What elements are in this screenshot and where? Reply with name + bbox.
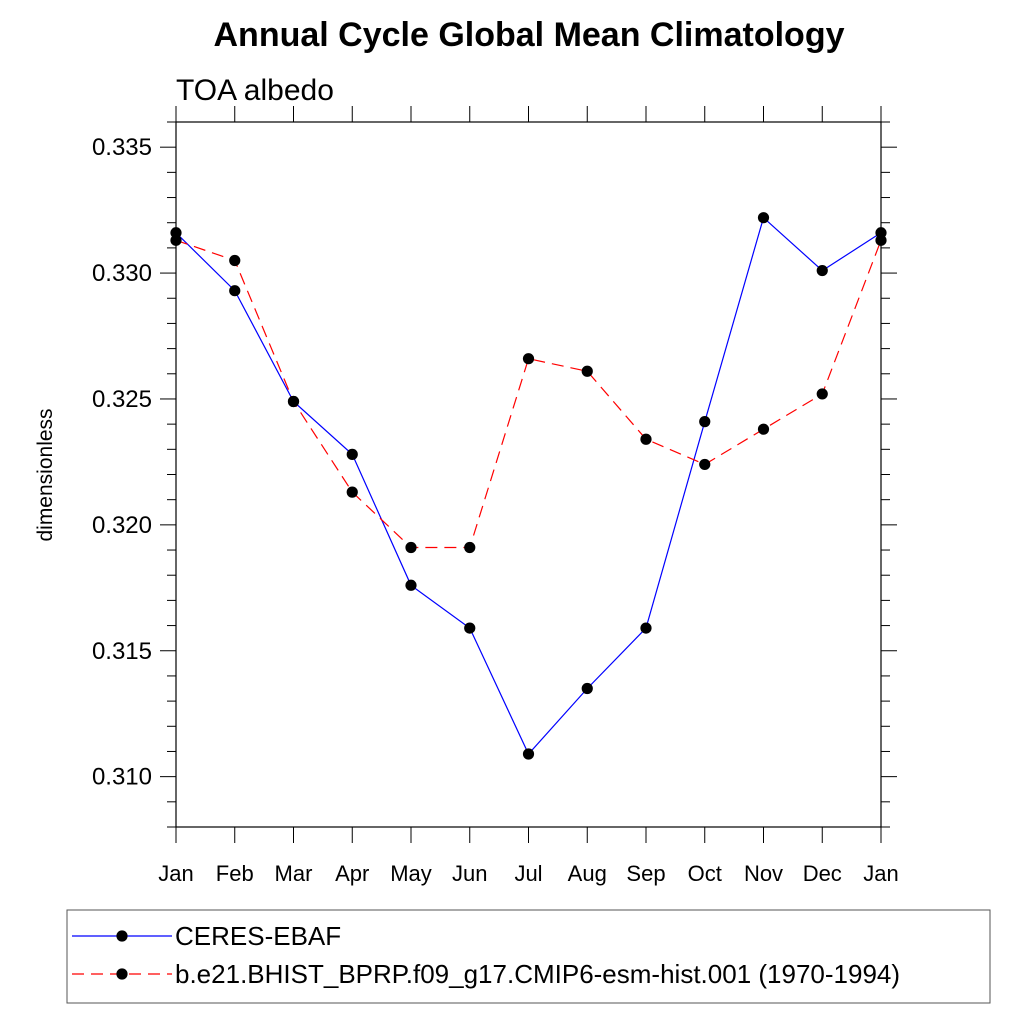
legend-marker-2 — [116, 968, 128, 980]
x-axis-ticks: Jan Feb Mar Apr May Jun Jul Aug Sep Oct Nov Dec Jan — [158, 106, 899, 886]
series-2-point — [229, 254, 241, 267]
x-tick-label: Feb — [216, 861, 254, 886]
y-tick-label: 0.320 — [92, 512, 152, 539]
y-tick-label: 0.335 — [92, 134, 152, 161]
series-1-point — [464, 622, 476, 634]
series-2-point — [581, 365, 593, 377]
x-tick-label: Jan — [863, 861, 898, 886]
y-axis-label: dimensionless — [34, 408, 57, 541]
x-tick-label: Jan — [158, 861, 193, 886]
series-layer — [170, 212, 887, 760]
legend-label-2: b.e21.BHIST_BPRP.f09_g17.CMIP6-esm-hist.… — [175, 959, 900, 989]
series-1-point — [699, 416, 711, 428]
x-tick-label: Jun — [452, 861, 487, 886]
series-line-2 — [175, 239, 882, 549]
series-2-point — [405, 541, 417, 554]
y-tick-label: 0.310 — [92, 764, 152, 791]
x-tick-label: Jul — [514, 861, 542, 886]
series-2-point — [640, 433, 652, 445]
series-2-point — [346, 486, 358, 498]
x-tick-label: Nov — [744, 861, 783, 886]
x-tick-label: Oct — [688, 861, 722, 886]
series-2-point — [464, 541, 476, 554]
series-2-point — [170, 234, 182, 246]
series-1-point — [640, 622, 652, 634]
series-1-point — [522, 748, 535, 760]
legend-marker-1 — [116, 930, 128, 942]
series-2-point — [699, 458, 711, 471]
series-1-point — [405, 579, 417, 591]
x-tick-label: Dec — [803, 861, 842, 886]
series-1-point — [581, 682, 593, 695]
y-tick-label: 0.325 — [92, 386, 152, 413]
y-tick-label: 0.315 — [92, 638, 152, 665]
chart-title: Annual Cycle Global Mean Climatology — [214, 16, 845, 54]
y-tick-label: 0.330 — [92, 260, 152, 287]
series-2-point — [522, 353, 535, 365]
legend: CERES-EBAF b.e21.BHIST_BPRP.f09_g17.CMIP6… — [72, 921, 900, 989]
y-axis-ticks: 0.310 0.315 0.320 0.325 0.330 0.335 — [92, 121, 897, 828]
series-1-point — [229, 285, 241, 297]
x-tick-label: May — [390, 861, 432, 886]
chart-subtitle: TOA albedo — [176, 74, 334, 107]
series-2-point — [287, 395, 300, 408]
x-tick-label: Apr — [335, 861, 369, 886]
series-line-1 — [175, 216, 882, 756]
legend-box — [66, 909, 991, 1004]
series-2-point — [757, 423, 770, 435]
x-tick-label: Sep — [626, 861, 665, 886]
series-1-point — [757, 212, 770, 224]
series-2-point — [816, 388, 828, 400]
legend-label-1: CERES-EBAF — [175, 921, 341, 951]
series-1-point — [816, 264, 828, 277]
x-tick-label: Aug — [568, 861, 607, 886]
series-1-point — [346, 448, 358, 460]
x-tick-label: Mar — [275, 861, 313, 886]
series-2-point — [875, 234, 887, 246]
